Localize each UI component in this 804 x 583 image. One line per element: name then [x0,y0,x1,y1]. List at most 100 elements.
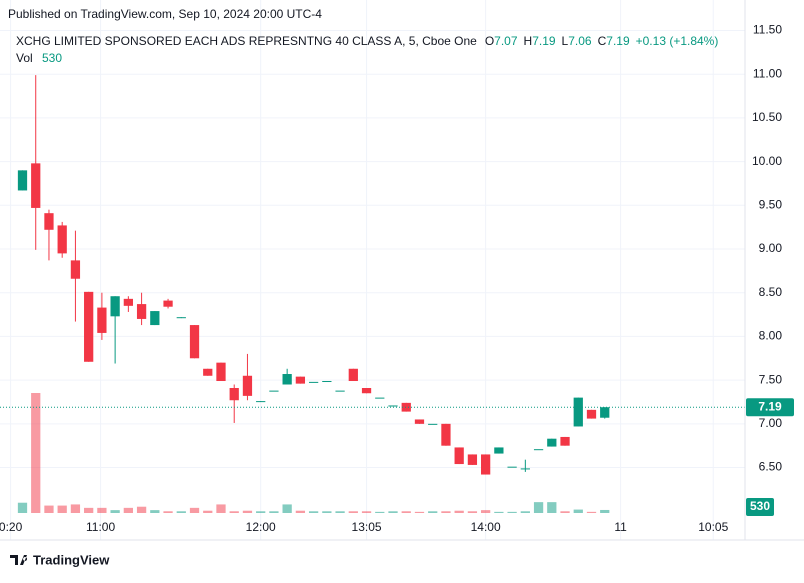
candle-body [70,260,81,279]
y-tick-label: 9.00 [759,241,783,255]
volume-bar [533,502,544,513]
volume-bar [560,511,570,513]
grid [0,0,745,540]
x-tick-label: 12:00 [246,520,276,534]
volume-bar [136,506,147,513]
last-price-label: 7.19 [758,399,782,413]
candle-body [84,291,94,362]
candle-body [547,438,557,447]
y-tick-label: 8.50 [759,285,783,299]
x-tick-label: 10:05 [698,520,728,534]
candle-body [136,304,147,319]
candle-body [295,376,306,384]
candle-body [520,468,530,470]
candle-body [560,436,570,446]
candle-body [123,298,133,306]
candle-body [229,388,239,401]
legend-key: H [524,34,533,48]
volume-bar [441,511,451,513]
candle-body [375,397,385,399]
volume-bar [494,511,504,513]
volume-bar [547,502,557,513]
volume-label: Vol [16,51,33,65]
plot [0,75,745,513]
volume-bar [31,393,41,513]
volume-bar [44,505,54,513]
last-volume-label: 530 [750,499,770,513]
symbol-title: XCHG LIMITED SPONSORED EACH ADS REPRESNT… [16,34,477,48]
volume-bar [176,511,186,513]
volume-bar [189,507,200,513]
legend-value: 7.06 [568,34,592,48]
volume-bar [242,510,253,513]
x-tick-label: 13:05 [352,520,382,534]
volume-bar [97,507,107,513]
volume-bar [84,507,94,513]
candle-body [269,390,279,392]
last-volume-box [746,497,774,516]
volume-bar [507,511,517,513]
volume-value: 530 [42,51,62,65]
candle-body [189,325,200,359]
candle-body [481,454,491,475]
y-tick-label: 11.00 [753,66,782,80]
legend-key: C [598,34,607,48]
volume-bar [361,511,372,513]
candle-body [322,381,332,383]
candle-body [57,225,67,254]
y-tick-label: 6.50 [759,460,783,474]
volume-bar [216,504,226,513]
candle-body [17,170,28,191]
candle-body [494,447,504,454]
legend-key: L [562,34,569,48]
volume-bar [454,510,464,513]
candle-body [414,419,425,424]
candle-body [388,405,398,407]
volume-bar [229,511,239,513]
candle-body [467,454,478,465]
legend-change: +0.13 (+1.84%) [636,34,719,48]
x-tick-label: 11:00 [86,520,115,534]
brand-logo [10,555,28,565]
volume-bar [269,511,279,513]
candle-body [44,213,54,230]
candle-body [507,466,517,468]
volume-bar [467,511,478,513]
candle-body [282,374,292,385]
legend-value: 7.19 [606,34,630,48]
x-tick-label: 14:00 [471,520,501,534]
legend-key: O [485,34,494,48]
brand-name: TradingView [33,552,110,567]
volume-bar [110,510,120,513]
candle-body [216,362,226,382]
volume-bar [335,511,345,513]
candle-body [600,407,610,418]
axes: 6.50 7.00 7.50 8.00 8.50 9.00 9.50 10.00 10.50 11… [0,23,794,534]
legend-value: 7.07 [494,34,518,48]
y-tick-label: 7.00 [759,416,783,430]
x-tick-label: 0:20 [0,520,23,534]
volume-bar [256,511,266,513]
candle-body [335,390,345,392]
volume-bar [163,511,173,513]
volume-bar [17,502,28,513]
volume-bar [401,511,411,513]
last-price-box [746,398,794,417]
volume-bar [322,511,332,513]
volume-bar [308,511,319,513]
candle-body [533,449,544,451]
volume-bar [428,511,438,513]
candle-body [256,401,266,403]
y-tick-label: 10.00 [752,154,782,168]
candle-body [586,409,597,419]
candle-body [348,368,358,382]
volume-bar [282,504,292,513]
y-tick-label: 11.50 [753,23,782,37]
y-tick-label: 8.00 [759,329,783,343]
volume-bar [203,510,213,513]
volume-bar [70,504,81,513]
candle-body [454,447,464,465]
candle-body [150,311,160,326]
